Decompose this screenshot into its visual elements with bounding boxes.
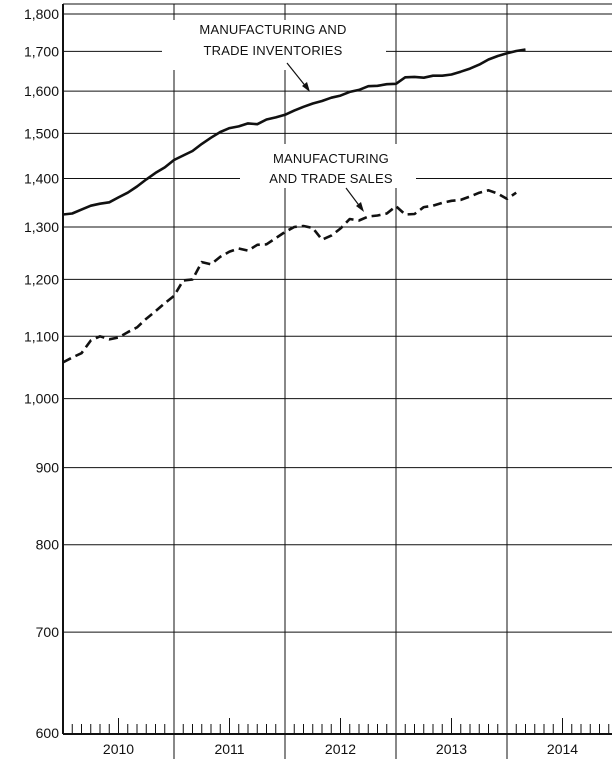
y-tick-label: 1,300 [24, 219, 59, 235]
series-line-inventories [62, 48, 526, 216]
annotation-arrowhead [302, 82, 310, 92]
x-year-label: 2011 [214, 741, 244, 757]
series-lines [62, 48, 526, 364]
gridlines [63, 3, 612, 759]
y-axis: 600 700 800 900 1,000 1,100 1,200 1,300 1,400 1,5… [24, 4, 64, 741]
annotation-sales-label: MANUFACTURING [273, 151, 389, 166]
annotations: MANUFACTURING AND TRADE INVENTORIES MANUFA… [162, 20, 416, 212]
y-tick-label: 800 [36, 537, 60, 553]
annotation-mask [162, 20, 386, 70]
annotation-mask [240, 144, 416, 188]
annotation-inventories-label: TRADE INVENTORIES [204, 43, 343, 58]
series-line-sales [62, 189, 517, 364]
y-tick-label: 1,500 [24, 125, 59, 141]
y-tick-label: 1,800 [24, 6, 59, 22]
annotation-sales-label: AND TRADE SALES [269, 171, 393, 186]
y-tick-label: 1,200 [24, 271, 59, 287]
y-tick-label: 1,400 [24, 170, 59, 186]
x-year-label: 2013 [436, 741, 467, 757]
annotation-inventories-label: MANUFACTURING AND [199, 22, 346, 37]
x-axis: 2010 2011 2012 2013 2014 [63, 718, 612, 757]
annotation-arrowhead [356, 202, 364, 212]
y-tick-label: 700 [36, 624, 60, 640]
y-tick-label: 1,100 [24, 328, 59, 344]
annotation-arrow [286, 62, 308, 89]
x-year-label: 2010 [103, 741, 134, 757]
x-year-label: 2012 [325, 741, 356, 757]
y-tick-label: 1,700 [24, 43, 59, 59]
y-tick-label: 1,600 [24, 83, 59, 99]
y-tick-label: 600 [36, 725, 60, 741]
y-tick-label: 900 [36, 460, 60, 476]
y-tick-label: 1,000 [24, 391, 59, 407]
x-year-label: 2014 [547, 741, 578, 757]
